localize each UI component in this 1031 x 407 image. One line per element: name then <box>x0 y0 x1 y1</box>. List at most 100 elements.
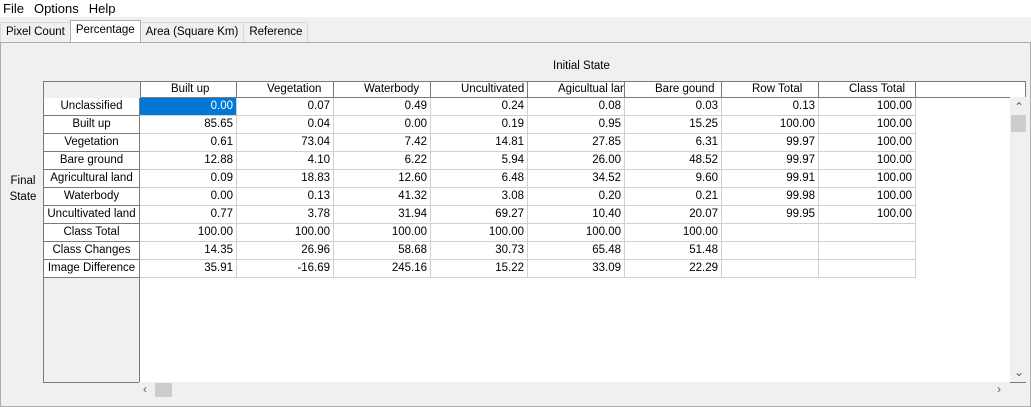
table-cell[interactable]: 0.24 <box>431 98 528 116</box>
table-cell[interactable]: 0.00 <box>140 98 237 116</box>
menu-help[interactable]: Help <box>88 0 116 16</box>
table-cell[interactable]: 33.09 <box>528 260 625 278</box>
column-header[interactable]: Class Total <box>819 82 916 98</box>
table-cell[interactable]: 100.00 <box>819 152 916 170</box>
table-cell[interactable]: 4.10 <box>237 152 334 170</box>
table-cell[interactable]: 99.97 <box>722 134 819 152</box>
table-cell[interactable]: 0.00 <box>140 188 237 206</box>
table-cell[interactable]: 100.00 <box>819 134 916 152</box>
table-cell[interactable]: 99.95 <box>722 206 819 224</box>
table-cell[interactable]: 0.21 <box>625 188 722 206</box>
table-cell[interactable]: 0.04 <box>237 116 334 134</box>
table-cell[interactable]: 48.52 <box>625 152 722 170</box>
tab-reference[interactable]: Reference <box>243 22 309 42</box>
table-cell[interactable]: 100.00 <box>819 98 916 116</box>
row-header[interactable]: Bare ground <box>44 152 140 170</box>
table-cell[interactable]: 0.77 <box>140 206 237 224</box>
row-header[interactable]: Built up <box>44 116 140 134</box>
table-cell[interactable]: 69.27 <box>431 206 528 224</box>
column-header[interactable]: Uncultivated land <box>431 82 528 98</box>
table-cell[interactable]: 14.81 <box>431 134 528 152</box>
table-cell[interactable]: 0.07 <box>237 98 334 116</box>
table-cell[interactable] <box>819 260 916 278</box>
table-cell[interactable]: 35.91 <box>140 260 237 278</box>
table-cell[interactable]: 14.35 <box>140 242 237 260</box>
table-cell[interactable]: 18.83 <box>237 170 334 188</box>
chevron-right-icon[interactable]: › <box>997 382 1001 396</box>
row-header[interactable]: Agricultural land <box>44 170 140 188</box>
tab-area[interactable]: Area (Square Km) <box>139 22 245 42</box>
table-cell[interactable]: 51.48 <box>625 242 722 260</box>
table-cell[interactable]: 99.91 <box>722 170 819 188</box>
table-cell[interactable]: 100.00 <box>334 224 431 242</box>
table-cell[interactable]: 41.32 <box>334 188 431 206</box>
table-cell[interactable]: 100.00 <box>625 224 722 242</box>
table-cell[interactable]: 34.52 <box>528 170 625 188</box>
row-header[interactable]: Image Difference <box>44 260 140 278</box>
column-header[interactable]: Built up <box>140 82 237 98</box>
row-header[interactable]: Uncultivated land <box>44 206 140 224</box>
chevron-down-icon[interactable]: ⌄ <box>1014 365 1025 379</box>
table-cell[interactable]: 3.78 <box>237 206 334 224</box>
table-cell[interactable]: 0.09 <box>140 170 237 188</box>
row-header[interactable]: Unclassified <box>44 98 140 116</box>
table-cell[interactable]: 0.03 <box>625 98 722 116</box>
table-cell[interactable]: 0.08 <box>528 98 625 116</box>
table-cell[interactable]: 100.00 <box>528 224 625 242</box>
table-cell[interactable]: 0.49 <box>334 98 431 116</box>
vertical-scroll-thumb[interactable] <box>1011 115 1026 132</box>
tab-pixel-count[interactable]: Pixel Count <box>0 22 71 42</box>
table-cell[interactable]: 100.00 <box>819 170 916 188</box>
table-cell[interactable]: 100.00 <box>431 224 528 242</box>
table-cell[interactable]: 6.48 <box>431 170 528 188</box>
tab-percentage[interactable]: Percentage <box>69 20 141 42</box>
vertical-scrollbar[interactable]: ⌃ ⌄ <box>1010 97 1027 382</box>
table-cell[interactable]: 26.96 <box>237 242 334 260</box>
table-cell[interactable] <box>722 224 819 242</box>
table-cell[interactable]: 7.42 <box>334 134 431 152</box>
column-header[interactable]: Row Total <box>722 82 819 98</box>
table-cell[interactable]: 26.00 <box>528 152 625 170</box>
column-header[interactable]: Waterbody <box>334 82 431 98</box>
table-cell[interactable]: 99.98 <box>722 188 819 206</box>
table-cell[interactable]: 0.95 <box>528 116 625 134</box>
row-header[interactable]: Class Changes <box>44 242 140 260</box>
table-cell[interactable]: -16.69 <box>237 260 334 278</box>
table-cell[interactable] <box>819 242 916 260</box>
table-cell[interactable]: 0.20 <box>528 188 625 206</box>
table-cell[interactable]: 22.29 <box>625 260 722 278</box>
matrix-grid[interactable]: Built up Vegetation Waterbody Uncultivated … <box>43 81 1026 383</box>
table-cell[interactable]: 85.65 <box>140 116 237 134</box>
table-cell[interactable]: 58.68 <box>334 242 431 260</box>
table-cell[interactable]: 65.48 <box>528 242 625 260</box>
chevron-left-icon[interactable]: ‹ <box>143 382 147 396</box>
table-cell[interactable] <box>722 260 819 278</box>
table-cell[interactable]: 100.00 <box>722 116 819 134</box>
table-cell[interactable]: 20.07 <box>625 206 722 224</box>
table-cell[interactable] <box>722 242 819 260</box>
table-cell[interactable]: 100.00 <box>819 116 916 134</box>
table-cell[interactable]: 100.00 <box>237 224 334 242</box>
row-header[interactable]: Vegetation <box>44 134 140 152</box>
menu-options[interactable]: Options <box>33 0 79 16</box>
row-header[interactable]: Class Total <box>44 224 140 242</box>
table-cell[interactable]: 15.22 <box>431 260 528 278</box>
horizontal-scroll-thumb[interactable] <box>155 383 172 397</box>
row-header[interactable]: Waterbody <box>44 188 140 206</box>
table-cell[interactable]: 12.88 <box>140 152 237 170</box>
table-cell[interactable]: 0.19 <box>431 116 528 134</box>
column-header[interactable]: Vegetation <box>237 82 334 98</box>
table-cell[interactable]: 0.61 <box>140 134 237 152</box>
table-cell[interactable]: 0.13 <box>237 188 334 206</box>
chevron-up-icon[interactable]: ⌃ <box>1014 100 1025 114</box>
table-cell[interactable]: 9.60 <box>625 170 722 188</box>
table-cell[interactable]: 6.22 <box>334 152 431 170</box>
table-cell[interactable]: 30.73 <box>431 242 528 260</box>
table-cell[interactable]: 31.94 <box>334 206 431 224</box>
table-cell[interactable]: 3.08 <box>431 188 528 206</box>
table-cell[interactable]: 100.00 <box>819 206 916 224</box>
table-cell[interactable]: 0.13 <box>722 98 819 116</box>
table-cell[interactable]: 100.00 <box>819 188 916 206</box>
table-cell[interactable]: 27.85 <box>528 134 625 152</box>
table-cell[interactable]: 6.31 <box>625 134 722 152</box>
